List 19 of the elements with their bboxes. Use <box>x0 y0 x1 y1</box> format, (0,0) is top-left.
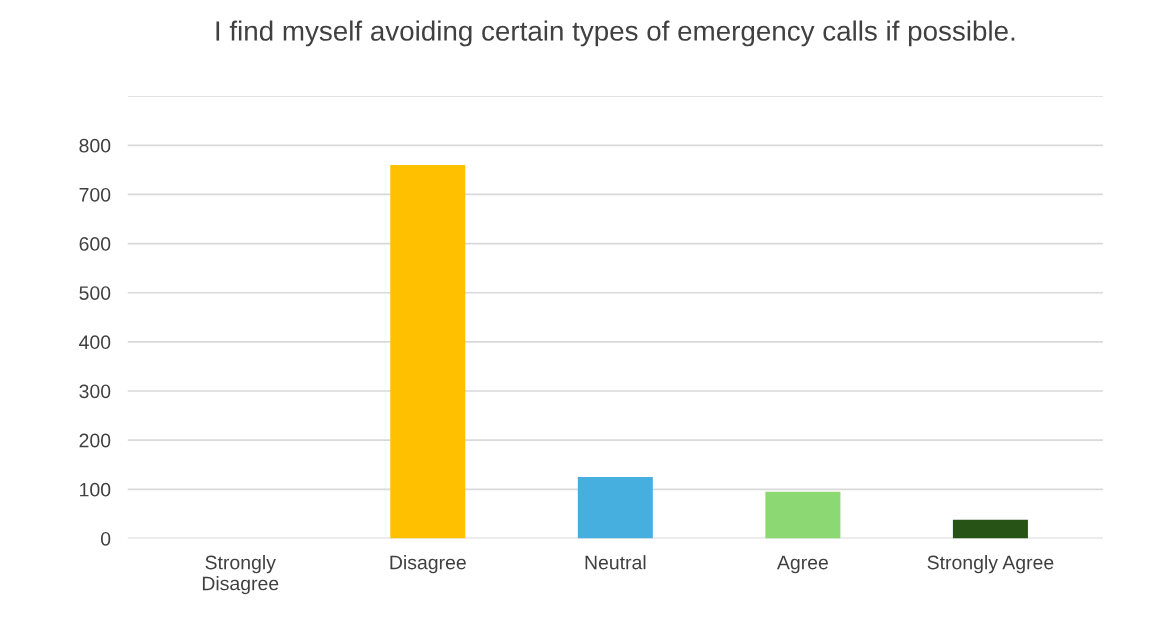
y-tick-label: 200 <box>79 433 111 448</box>
y-tick-label: 700 <box>79 187 111 202</box>
chart-title: I find myself avoiding certain types of emergency calls if possible. <box>216 20 1015 47</box>
y-tick-label: 800 <box>79 138 111 153</box>
y-tick-label: 0 <box>100 531 111 546</box>
y-tick-label: 500 <box>79 286 111 300</box>
x-tick-label: Disagree <box>390 555 466 574</box>
x-tick-label: Strongly Disagree <box>202 555 279 595</box>
y-tick-label: 100 <box>80 482 111 497</box>
bar <box>390 164 466 539</box>
x-tick-label: Agree <box>776 555 828 574</box>
y-tick-label: 400 <box>79 335 111 350</box>
y-tick-label: 600 <box>79 237 111 251</box>
x-tick-label: Strongly Agree <box>927 555 1054 574</box>
bar <box>577 477 653 539</box>
bar <box>952 519 1028 539</box>
y-tick-label: 300 <box>79 384 111 399</box>
x-tick-label: Neutral <box>585 555 646 570</box>
bar <box>765 491 841 539</box>
